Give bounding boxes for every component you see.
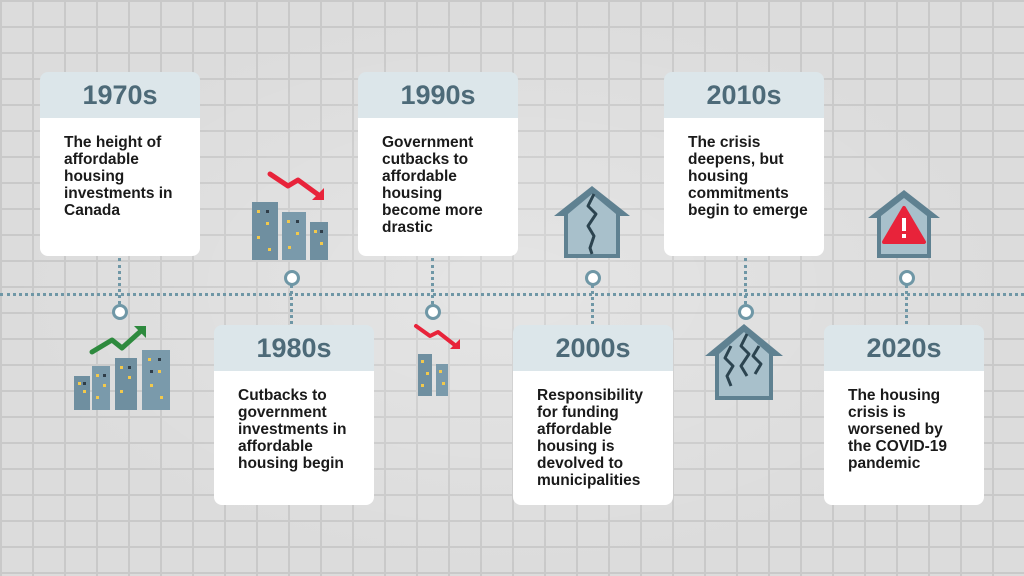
timeline-line [0,293,1024,296]
connector-2000s [591,278,594,324]
timeline-card-2020s: 2020s The housing crisis is worsened by … [824,325,984,505]
node-1970s [112,304,128,320]
connector-2020s [905,278,908,324]
small-buildings-trend-down-icon [412,320,468,405]
node-1990s [425,304,441,320]
cracked-house-icon [552,182,632,267]
node-2010s [738,304,754,320]
timeline-card-2010s: 2010s The crisis deepens, but housing co… [664,72,824,256]
year-label: 1970s [40,72,200,118]
buildings-trend-down-icon [248,166,334,269]
year-label: 2020s [824,325,984,371]
year-label: 2010s [664,72,824,118]
event-description: The housing crisis is worsened by the CO… [824,371,984,505]
connector-1980s [290,278,293,324]
connector-2010s [744,258,747,304]
node-2000s [585,270,601,286]
event-description: Government cutbacks to affordable housin… [358,118,518,256]
buildings-trend-up-icon [70,318,175,419]
node-1980s [284,270,300,286]
timeline-card-1990s: 1990s Government cutbacks to affordable … [358,72,518,256]
event-description: The crisis deepens, but housing commitme… [664,118,824,256]
event-description: Cutbacks to government investments in af… [214,371,374,505]
node-2020s [899,270,915,286]
year-label: 1980s [214,325,374,371]
timeline-card-2000s: 2000s Responsibility for funding afforda… [513,325,673,505]
cracked-house-icon [703,320,785,409]
connector-1990s [431,258,434,304]
event-description: Responsibility for funding affordable ho… [513,371,673,505]
connector-1970s [118,258,121,304]
timeline-card-1980s: 1980s Cutbacks to government investments… [214,325,374,505]
year-label: 1990s [358,72,518,118]
event-description: The height of affordable housing investm… [40,118,200,256]
year-label: 2000s [513,325,673,371]
timeline-card-1970s: 1970s The height of affordable housing i… [40,72,200,256]
house-alert-icon [866,186,942,267]
